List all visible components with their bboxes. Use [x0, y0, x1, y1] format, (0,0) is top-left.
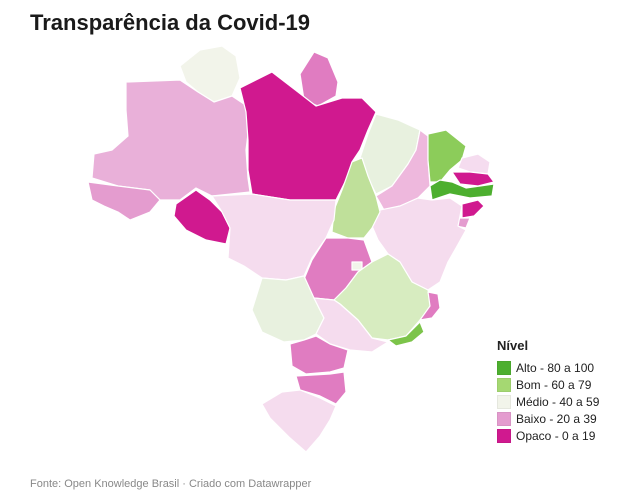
state-acre[interactable]	[87, 181, 161, 221]
state-alagoas[interactable]	[461, 199, 485, 219]
legend-label: Médio - 40 a 59	[516, 394, 600, 409]
legend-label: Alto - 80 a 100	[516, 360, 595, 375]
legend-item-opaco: Opaco - 0 a 19	[497, 427, 599, 444]
legend-swatch	[497, 428, 511, 443]
state-espirito-santo[interactable]	[419, 291, 441, 321]
legend-label: Baixo - 20 a 39	[516, 411, 597, 426]
state-amazonas[interactable]	[91, 79, 251, 201]
legend-item-bom: Bom - 60 a 79	[497, 376, 599, 393]
state-pernambuco[interactable]	[429, 179, 495, 201]
state-rio-grande-do-sul[interactable]	[261, 389, 337, 453]
state-roraima[interactable]	[179, 45, 241, 103]
state-parana[interactable]	[289, 335, 349, 375]
state-rio-de-janeiro[interactable]	[387, 321, 425, 347]
state-distrito-federal[interactable]	[351, 261, 363, 271]
state-paraiba[interactable]	[451, 171, 495, 187]
legend-swatch	[497, 377, 511, 392]
legend-swatch	[497, 394, 511, 409]
state-para[interactable]	[239, 71, 377, 201]
legend-label: Opaco - 0 a 19	[516, 428, 596, 443]
legend-item-alto: Alto - 80 a 100	[497, 359, 599, 376]
state-rondonia[interactable]	[173, 189, 231, 245]
legend-item-medio: Médio - 40 a 59	[497, 393, 599, 410]
state-bahia[interactable]	[371, 197, 467, 291]
source-credit: Fonte: Open Knowledge Brasil · Criado co…	[30, 478, 312, 490]
legend: Nível Alto - 80 a 100 Bom - 60 a 79 Médi…	[497, 338, 599, 444]
legend-title: Nível	[497, 338, 529, 353]
legend-item-baixo: Baixo - 20 a 39	[497, 410, 599, 427]
state-ceara[interactable]	[427, 129, 467, 183]
state-sao-paulo[interactable]	[313, 297, 389, 353]
map-title: Transparência da Covid-19	[30, 10, 310, 35]
legend-swatch	[497, 360, 511, 375]
legend-swatch	[497, 411, 511, 426]
legend-label: Bom - 60 a 79	[516, 377, 592, 392]
